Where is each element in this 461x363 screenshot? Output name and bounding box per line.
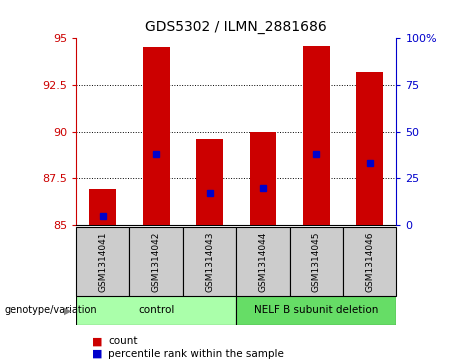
- Bar: [130, 227, 183, 296]
- Bar: [356, 72, 383, 225]
- Text: ■: ■: [92, 336, 103, 346]
- Bar: [143, 48, 170, 225]
- Bar: [236, 296, 396, 325]
- Title: GDS5302 / ILMN_2881686: GDS5302 / ILMN_2881686: [145, 20, 327, 34]
- Text: ■: ■: [92, 349, 103, 359]
- Bar: [290, 227, 343, 296]
- Text: percentile rank within the sample: percentile rank within the sample: [108, 349, 284, 359]
- Text: NELF B subunit deletion: NELF B subunit deletion: [254, 305, 378, 315]
- Text: GSM1314046: GSM1314046: [365, 231, 374, 291]
- Bar: [196, 139, 223, 225]
- Text: genotype/variation: genotype/variation: [5, 305, 97, 315]
- Bar: [76, 296, 236, 325]
- Bar: [343, 227, 396, 296]
- Text: control: control: [138, 305, 174, 315]
- Bar: [76, 227, 130, 296]
- Text: ▶: ▶: [64, 305, 71, 315]
- Bar: [303, 46, 330, 225]
- Bar: [249, 131, 276, 225]
- Text: GSM1314044: GSM1314044: [259, 231, 267, 291]
- Bar: [89, 189, 116, 225]
- Text: GSM1314045: GSM1314045: [312, 231, 321, 291]
- Text: count: count: [108, 336, 138, 346]
- Bar: [183, 227, 236, 296]
- Text: GSM1314042: GSM1314042: [152, 231, 161, 291]
- Bar: [236, 227, 290, 296]
- Text: GSM1314041: GSM1314041: [98, 231, 107, 291]
- Text: GSM1314043: GSM1314043: [205, 231, 214, 291]
